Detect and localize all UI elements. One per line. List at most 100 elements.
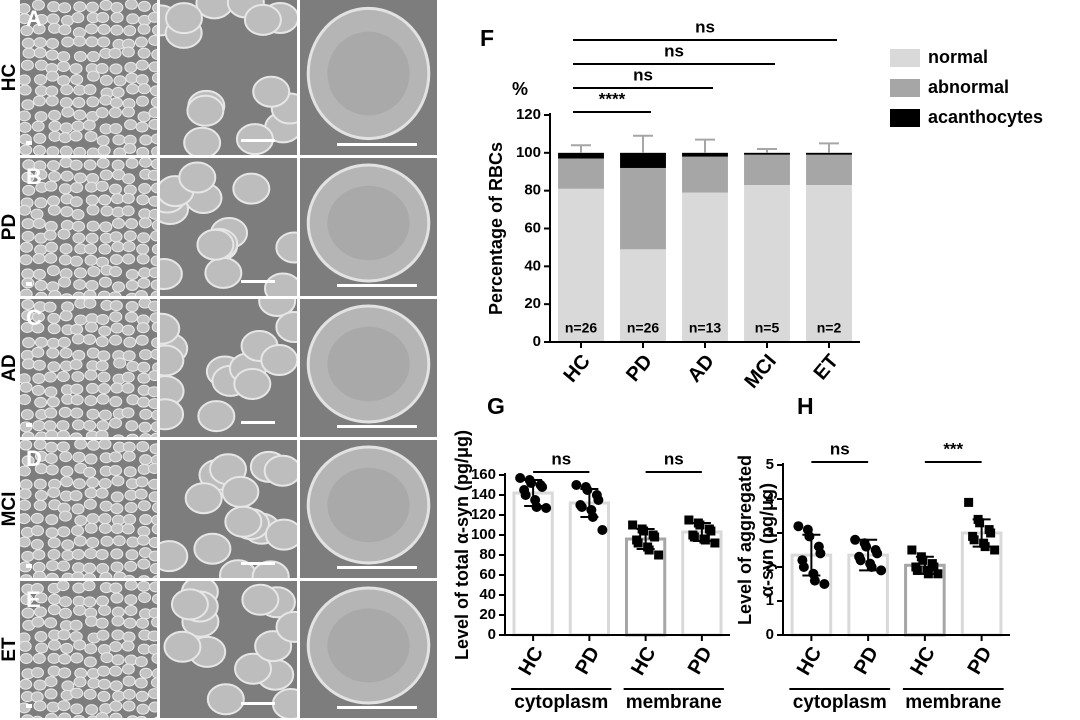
cell xyxy=(135,121,149,133)
y-tick-label: 2 xyxy=(766,558,774,575)
cell xyxy=(20,121,32,133)
bar-segment xyxy=(682,156,728,193)
cell xyxy=(47,160,61,172)
comparison-label: ns xyxy=(830,439,850,458)
legend-label: abnormal xyxy=(928,77,1009,97)
error-bar xyxy=(580,488,599,518)
cell xyxy=(32,217,46,229)
cell xyxy=(84,369,98,381)
cell xyxy=(243,3,282,36)
cell xyxy=(46,146,60,155)
cell xyxy=(56,371,70,383)
cell xyxy=(82,119,96,131)
data-point xyxy=(639,526,649,536)
cell xyxy=(124,0,138,10)
cell xyxy=(137,361,151,373)
cell xyxy=(95,336,109,348)
cell xyxy=(43,301,57,313)
cell xyxy=(20,479,33,491)
cell xyxy=(60,465,74,477)
cell xyxy=(86,477,100,489)
n-label: n=26 xyxy=(565,320,598,336)
cell xyxy=(58,667,72,679)
cell xyxy=(95,360,109,372)
cell xyxy=(45,712,58,718)
cell xyxy=(45,527,59,539)
cell xyxy=(96,135,110,147)
cell xyxy=(136,146,150,155)
cell xyxy=(34,291,48,296)
cell xyxy=(69,255,83,267)
cell xyxy=(98,325,112,337)
cell xyxy=(57,75,71,87)
x-tick-label: HC xyxy=(559,350,594,386)
data-point xyxy=(520,490,531,500)
cell xyxy=(43,420,57,432)
cell xyxy=(137,83,151,95)
cell xyxy=(150,133,157,145)
cell xyxy=(122,675,136,687)
scale-bar xyxy=(241,702,275,705)
cell xyxy=(47,537,61,549)
scale-bar xyxy=(241,139,275,142)
y-tick-label: 160 xyxy=(471,466,496,483)
cell xyxy=(110,11,124,23)
cell xyxy=(69,196,83,208)
error-bar xyxy=(819,142,839,153)
y-axis-title: Level of aggregated xyxy=(735,455,755,625)
micrograph xyxy=(300,440,437,578)
cell xyxy=(70,687,84,699)
group-label: membrane xyxy=(626,692,722,713)
cell xyxy=(148,34,157,46)
cell xyxy=(86,96,100,108)
cell xyxy=(21,550,35,562)
cell xyxy=(71,525,85,537)
cell xyxy=(148,107,157,119)
cell xyxy=(148,491,157,503)
cell xyxy=(109,641,123,653)
cell xyxy=(69,432,83,437)
cell xyxy=(72,97,86,109)
cell xyxy=(61,539,75,551)
cell xyxy=(151,243,157,255)
cell xyxy=(83,299,97,309)
comparison-label: ns xyxy=(633,65,653,84)
cell xyxy=(136,703,150,715)
cell xyxy=(35,642,49,654)
cell xyxy=(71,220,85,232)
micrograph xyxy=(20,581,157,718)
cell xyxy=(32,372,46,384)
cell xyxy=(70,73,84,85)
cell xyxy=(151,72,157,84)
group-label: cytoplasm xyxy=(514,692,608,713)
cell xyxy=(21,455,35,467)
data-point xyxy=(912,565,922,575)
cell xyxy=(85,704,99,716)
cell xyxy=(85,321,99,333)
data-point xyxy=(628,520,638,530)
cell xyxy=(44,453,58,465)
cell xyxy=(87,715,99,718)
cell xyxy=(84,522,98,534)
cell xyxy=(31,311,45,323)
cell xyxy=(160,312,181,345)
cell xyxy=(20,288,33,296)
cell xyxy=(150,454,157,466)
cell xyxy=(71,120,85,132)
cell xyxy=(122,450,136,462)
cell xyxy=(57,700,71,712)
cell xyxy=(47,1,61,13)
cell xyxy=(138,217,152,229)
y-tick-label: 60 xyxy=(524,219,541,236)
cell xyxy=(86,382,100,394)
bar-segment xyxy=(558,188,604,342)
cell xyxy=(109,700,123,712)
cell xyxy=(110,382,124,394)
data-point xyxy=(695,520,705,530)
scale-bar xyxy=(337,143,417,146)
error-bar xyxy=(692,522,711,542)
cell xyxy=(83,498,97,510)
cell xyxy=(34,631,48,643)
legend-label: acanthocytes xyxy=(928,107,1043,127)
cell xyxy=(20,594,34,606)
